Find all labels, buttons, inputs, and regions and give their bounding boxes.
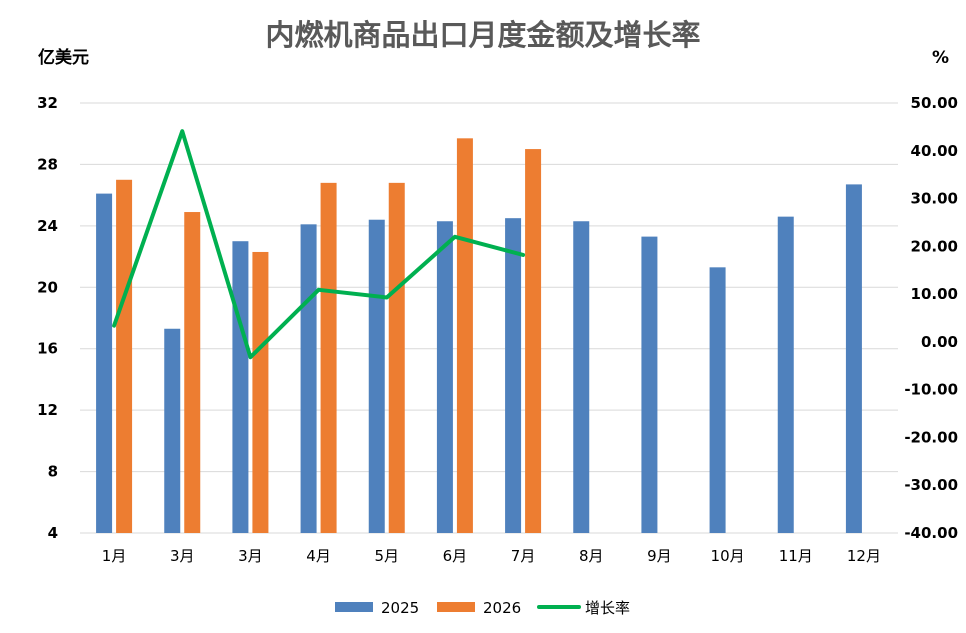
- right-axis-ticks: -40.00 -30.00 -20.00 -10.00 0.00 10.00 20.00 30…: [904, 94, 958, 542]
- legend-label: 2025: [381, 599, 419, 617]
- left-axis-ticks: 4 8 12 16 20 24 28 32: [37, 94, 58, 542]
- left-tick-label: 8: [48, 463, 58, 481]
- bar-2025: [368, 219, 385, 533]
- bar-2025: [436, 221, 453, 533]
- left-axis-unit: 亿美元: [38, 47, 89, 68]
- bar-2025: [164, 328, 181, 533]
- growth-rate-line: [112, 129, 526, 360]
- bar-2026: [525, 149, 542, 534]
- x-tick-label: 5月: [374, 547, 399, 565]
- x-axis-ticks: 1月 3月 3月 4月 5月 6月 7月 8月 9月 10月 11月 12月: [102, 547, 881, 565]
- bar-2026: [456, 138, 473, 534]
- growth-line-layer: [112, 129, 526, 360]
- bar-2025: [573, 221, 590, 533]
- bar-2025: [300, 224, 317, 534]
- left-tick-label: 32: [37, 94, 58, 112]
- x-tick-label: 11月: [779, 547, 813, 565]
- x-tick-label: 7月: [511, 547, 536, 565]
- legend: 2025 2026 增长率: [335, 599, 630, 617]
- bars: [96, 138, 862, 534]
- chart-title: 内燃机商品出口月度金额及增长率: [265, 18, 700, 52]
- right-tick-label: 0.00: [921, 333, 958, 351]
- bar-2025: [777, 216, 794, 533]
- x-tick-label: 3月: [170, 547, 195, 565]
- bar-2026: [116, 179, 133, 534]
- right-tick-label: 10.00: [911, 285, 958, 303]
- legend-label: 2026: [483, 599, 521, 617]
- legend-label: 增长率: [585, 599, 630, 617]
- left-tick-label: 28: [37, 155, 58, 173]
- bar-2025: [96, 193, 113, 533]
- right-axis-unit: %: [932, 48, 949, 68]
- bar-2026: [388, 182, 405, 533]
- left-tick-label: 24: [37, 217, 58, 235]
- x-tick-label: 8月: [579, 547, 604, 565]
- x-tick-label: 9月: [647, 547, 672, 565]
- legend-swatch-2025: [335, 602, 373, 612]
- bar-2026: [252, 251, 269, 533]
- x-tick-label: 3月: [238, 547, 263, 565]
- left-tick-label: 16: [37, 340, 58, 358]
- x-tick-label: 12月: [847, 547, 881, 565]
- bar-2025: [709, 267, 726, 533]
- x-tick-label: 6月: [443, 547, 468, 565]
- bar-2025: [505, 218, 522, 533]
- left-tick-label: 20: [37, 278, 58, 296]
- right-tick-label: 50.00: [911, 94, 958, 112]
- legend-swatch-2026: [437, 602, 475, 612]
- left-tick-label: 4: [48, 524, 58, 542]
- bar-2026: [184, 212, 201, 534]
- right-tick-label: 30.00: [911, 190, 958, 208]
- bar-2025: [641, 236, 658, 533]
- right-tick-label: 40.00: [911, 142, 958, 160]
- left-tick-label: 12: [37, 401, 58, 419]
- x-tick-label: 1月: [102, 547, 127, 565]
- bar-2025: [845, 184, 862, 533]
- x-tick-label: 10月: [711, 547, 745, 565]
- right-tick-label: -40.00: [904, 524, 958, 542]
- right-tick-label: 20.00: [911, 237, 958, 255]
- right-tick-label: -30.00: [904, 476, 958, 494]
- grid-lines: [80, 102, 898, 534]
- x-tick-label: 4月: [306, 547, 331, 565]
- right-tick-label: -10.00: [904, 381, 958, 399]
- bar-2026: [320, 182, 337, 533]
- right-tick-label: -20.00: [904, 428, 958, 446]
- bar-2025: [232, 241, 249, 533]
